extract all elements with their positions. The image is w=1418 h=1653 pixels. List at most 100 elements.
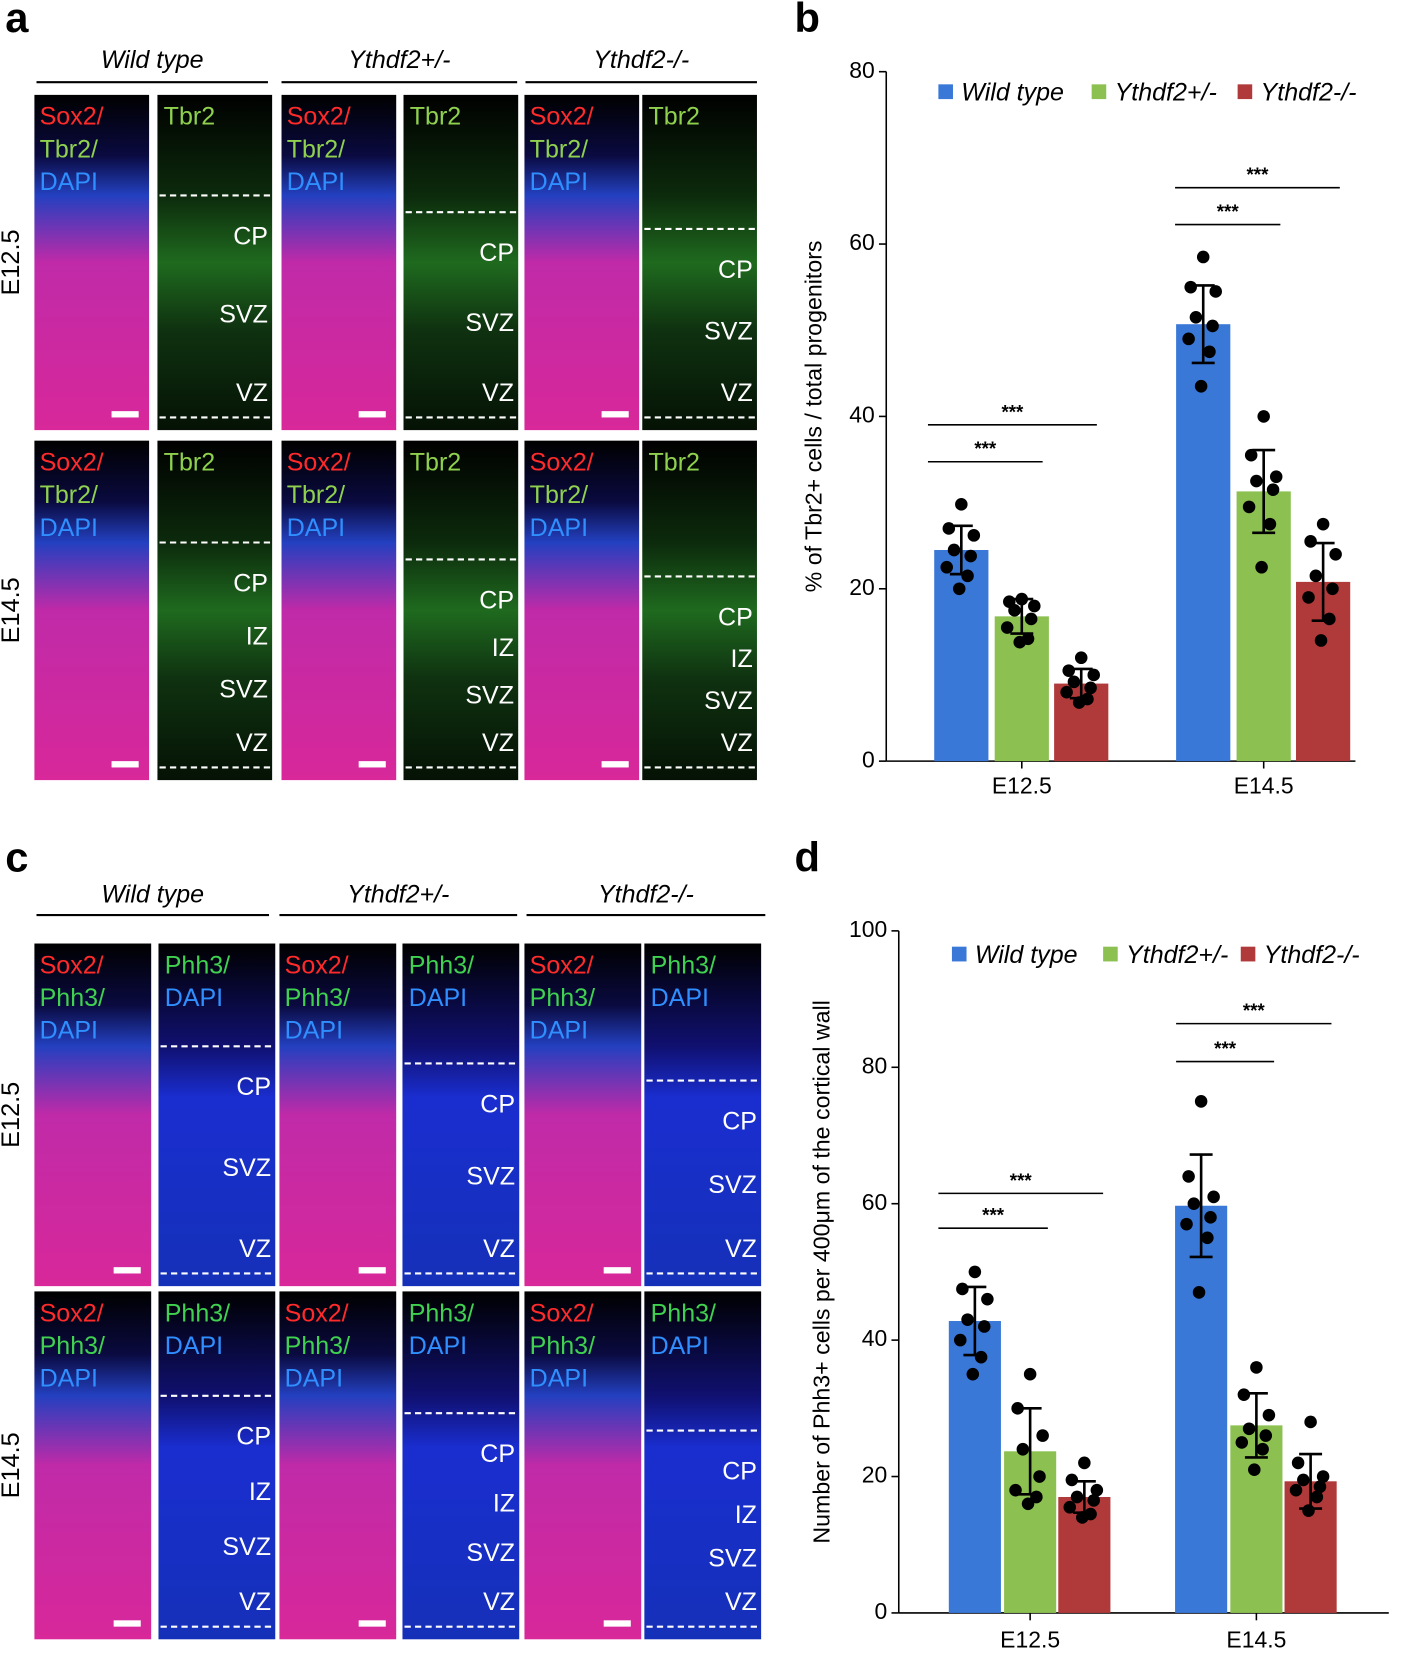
data-point — [1036, 1429, 1049, 1442]
data-point — [1008, 603, 1021, 617]
data-point — [1063, 1500, 1077, 1514]
legend-swatch — [1091, 84, 1107, 100]
data-point — [1090, 1483, 1104, 1497]
stain-label: Tbr2/ — [287, 481, 345, 509]
zone-label: SVZ — [708, 1171, 757, 1199]
data-point — [1182, 332, 1195, 346]
data-point — [1326, 582, 1339, 596]
stain-label: DAPI — [651, 1332, 709, 1360]
zone-label: VZ — [482, 379, 514, 407]
stain-label: Sox2/ — [40, 103, 104, 131]
data-point — [1060, 685, 1073, 699]
stain-label: DAPI — [285, 1017, 343, 1045]
data-point — [1028, 599, 1041, 613]
genotype-header: Wild type — [101, 881, 204, 909]
stain-label: Sox2/ — [40, 448, 104, 476]
data-point — [1237, 1388, 1251, 1402]
zone-label: CP — [479, 239, 514, 267]
zone-label: VZ — [236, 729, 268, 757]
zone-label: IZ — [735, 1501, 757, 1529]
data-point — [952, 582, 966, 596]
y-tick-label: 20 — [862, 1462, 887, 1488]
stain-label: DAPI — [285, 1365, 343, 1393]
legend-swatch — [1103, 946, 1118, 962]
data-point — [1310, 1490, 1324, 1504]
significance-label: *** — [1217, 201, 1240, 222]
zone-label: IZ — [731, 645, 753, 673]
bar — [934, 549, 989, 762]
zone-label: CP — [480, 1090, 515, 1118]
zone-label: IZ — [249, 1478, 271, 1506]
single-channel-image — [158, 943, 276, 1287]
error-bar — [1252, 448, 1276, 535]
stain-label: Tbr2 — [410, 103, 461, 131]
zone-label: CP — [722, 1107, 757, 1135]
significance-label: *** — [1246, 164, 1269, 185]
zone-label: CP — [718, 603, 753, 631]
significance-label: *** — [982, 1204, 1005, 1225]
stain-label: Tbr2 — [410, 448, 461, 476]
data-point — [1291, 1456, 1305, 1470]
merge-image — [524, 440, 640, 781]
y-tick-label: 80 — [862, 1052, 887, 1078]
zone-label: SVZ — [466, 1163, 515, 1191]
scale-bar — [111, 761, 139, 768]
genotype-header: Ythdf2+/- — [348, 46, 450, 74]
stain-label: Sox2/ — [285, 1299, 349, 1327]
panel-label: b — [794, 0, 819, 41]
stain-label: DAPI — [530, 514, 588, 542]
stain-label: Tbr2 — [164, 103, 215, 131]
data-point — [1015, 592, 1029, 606]
stain-label: Tbr2 — [649, 103, 700, 131]
zone-label: SVZ — [222, 1154, 271, 1182]
data-point — [1316, 517, 1330, 531]
data-point — [1248, 1463, 1261, 1477]
data-point — [1250, 1361, 1263, 1374]
zone-label: IZ — [492, 634, 514, 662]
stain-label: Tbr2 — [164, 448, 215, 476]
merge-image — [281, 440, 397, 781]
data-point — [1078, 1456, 1091, 1470]
data-point — [1235, 1436, 1249, 1449]
zone-label: CP — [718, 256, 753, 284]
data-point — [1244, 448, 1258, 462]
stain-label: DAPI — [40, 168, 98, 196]
data-point — [1262, 1408, 1276, 1422]
merge-image — [524, 943, 642, 1287]
stain-label: Sox2/ — [40, 951, 104, 979]
data-point — [1297, 1473, 1310, 1487]
stain-label: Phh3/ — [409, 1299, 474, 1327]
zone-label: CP — [479, 586, 514, 614]
stain-label: DAPI — [287, 168, 345, 196]
data-point — [947, 543, 961, 557]
data-point — [1266, 483, 1280, 496]
data-point — [1070, 1490, 1084, 1504]
y-tick-label: 60 — [849, 229, 874, 255]
data-point — [1024, 612, 1038, 626]
stain-label: Phh3/ — [651, 1299, 716, 1327]
data-point — [1242, 1422, 1256, 1436]
zone-label: IZ — [246, 622, 268, 650]
legend-swatch — [938, 84, 953, 100]
significance-label: *** — [974, 438, 997, 459]
y-tick-label: 60 — [862, 1189, 887, 1215]
panel-label: a — [5, 0, 29, 41]
stain-label: Sox2/ — [530, 103, 594, 131]
scale-bar — [111, 411, 139, 418]
zone-label: VZ — [483, 1588, 515, 1616]
significance-label: *** — [1001, 401, 1024, 422]
stain-label: Sox2/ — [530, 1299, 594, 1327]
bar — [1175, 1205, 1228, 1613]
data-point — [968, 1265, 982, 1279]
data-point — [961, 1313, 974, 1326]
stain-label: DAPI — [530, 168, 588, 196]
stain-label: Phh3/ — [285, 984, 350, 1012]
genotype-header: Ythdf2-/- — [593, 46, 689, 74]
stain-label: Phh3/ — [651, 951, 716, 979]
zone-label: SVZ — [222, 1533, 271, 1561]
zone-label: VZ — [721, 379, 753, 407]
single-channel-image — [158, 1291, 276, 1640]
y-axis-label: Number of Phh3+ cells per 400μm of the c… — [809, 1000, 835, 1543]
